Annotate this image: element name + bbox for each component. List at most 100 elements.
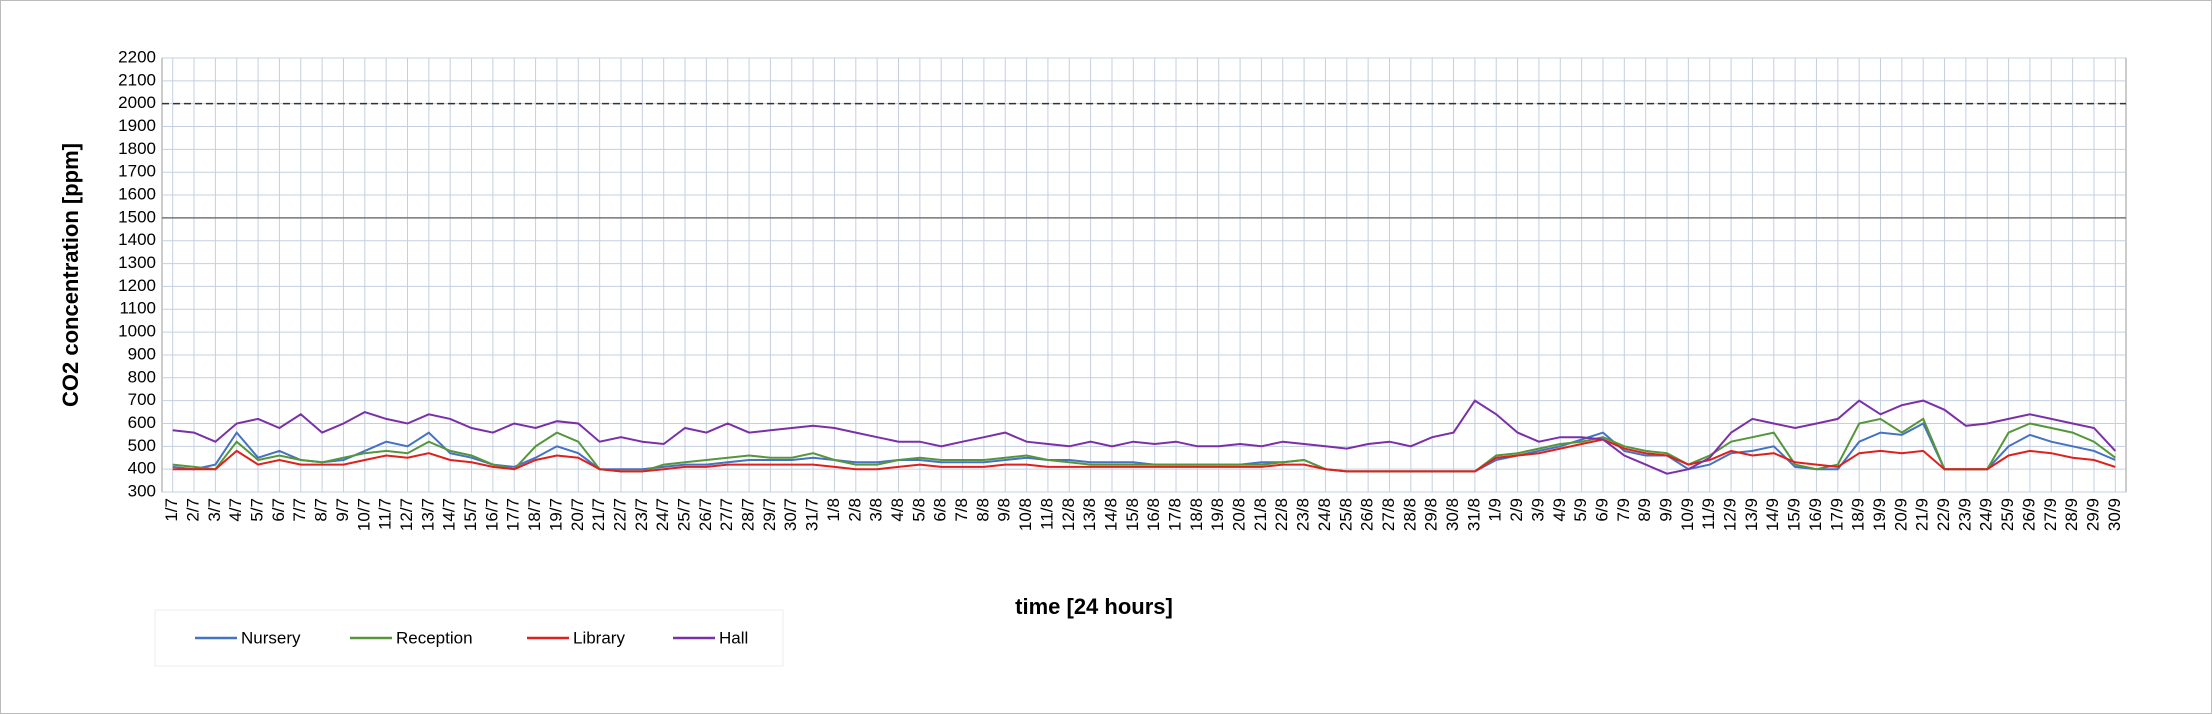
- x-tick-label: 7/9: [1614, 498, 1633, 522]
- y-tick-label: 1900: [118, 116, 156, 135]
- x-tick-label: 28/8: [1400, 498, 1419, 531]
- x-tick-label: 1/9: [1486, 498, 1505, 522]
- legend-label: Library: [573, 628, 625, 647]
- x-tick-label: 10/8: [1016, 498, 1035, 531]
- x-tick-label: 8/9: [1635, 498, 1654, 522]
- y-tick-label: 2000: [118, 93, 156, 112]
- x-tick-label: 13/7: [418, 498, 437, 531]
- x-tick-label: 24/8: [1315, 498, 1334, 531]
- x-tick-label: 10/9: [1678, 498, 1697, 531]
- x-tick-label: 23/7: [632, 498, 651, 531]
- plot-area: [161, 57, 2127, 493]
- x-tick-label: 15/7: [461, 498, 480, 531]
- y-tick-label: 1600: [118, 185, 156, 204]
- x-tick-label: 23/8: [1294, 498, 1313, 531]
- y-tick-label: 1400: [118, 230, 156, 249]
- x-tick-label: 5/8: [909, 498, 928, 522]
- x-tick-label: 30/8: [1443, 498, 1462, 531]
- x-tick-label: 26/9: [2019, 498, 2038, 531]
- x-tick-label: 28/7: [739, 498, 758, 531]
- x-tick-label: 29/7: [760, 498, 779, 531]
- series-line: [172, 399, 2117, 475]
- y-tick-label: 1300: [118, 253, 156, 272]
- x-tick-label: 22/9: [1934, 498, 1953, 531]
- x-tick-label: 13/8: [1080, 498, 1099, 531]
- x-tick-label: 6/8: [931, 498, 950, 522]
- x-tick-label: 1/7: [162, 498, 181, 522]
- x-tick-label: 25/8: [1336, 498, 1355, 531]
- x-tick-label: 17/7: [504, 498, 523, 531]
- x-axis-title: time [24 hours]: [1015, 594, 1173, 619]
- y-tick-label: 700: [128, 390, 156, 409]
- y-tick-label: 400: [128, 459, 156, 478]
- x-tick-label: 9/7: [333, 498, 352, 522]
- x-tick-label: 25/9: [1998, 498, 2017, 531]
- y-axis-title: CO2 concentration [ppm]: [58, 143, 83, 407]
- y-tick-label: 1100: [119, 299, 156, 318]
- y-tick-label: 900: [128, 344, 156, 363]
- x-tick-label: 7/7: [290, 498, 309, 522]
- x-tick-label: 19/8: [1208, 498, 1227, 531]
- x-tick-label: 30/7: [781, 498, 800, 531]
- x-tick-label: 7/8: [952, 498, 971, 522]
- x-tick-label: 29/8: [1422, 498, 1441, 531]
- x-tick-label: 12/7: [397, 498, 416, 531]
- x-tick-label: 13/9: [1742, 498, 1761, 531]
- series-line: [172, 417, 2116, 473]
- x-tick-label: 27/9: [2041, 498, 2060, 531]
- x-tick-label: 26/7: [696, 498, 715, 531]
- x-tick-label: 20/9: [1891, 498, 1910, 531]
- x-tick-label: 6/9: [1592, 498, 1611, 522]
- x-tick-label: 22/7: [610, 498, 629, 531]
- x-tick-label: 1/8: [824, 498, 843, 522]
- x-tick-label: 5/7: [248, 498, 267, 522]
- legend-label: Hall: [719, 628, 748, 647]
- x-tick-label: 3/7: [205, 498, 224, 522]
- y-tick-label: 2200: [118, 47, 156, 66]
- x-tick-label: 31/7: [803, 498, 822, 531]
- y-tick-label: 300: [128, 481, 156, 500]
- x-tick-label: 16/9: [1806, 498, 1825, 531]
- x-tick-label: 31/8: [1464, 498, 1483, 531]
- x-tick-label: 28/9: [2062, 498, 2081, 531]
- x-tick-label: 9/8: [995, 498, 1014, 522]
- x-tick-label: 27/8: [1379, 498, 1398, 531]
- x-tick-label: 4/7: [226, 498, 245, 522]
- x-tick-label: 9/9: [1657, 498, 1676, 522]
- x-tick-label: 3/8: [867, 498, 886, 522]
- x-tick-label: 26/8: [1358, 498, 1377, 531]
- y-tick-label: 1700: [118, 162, 156, 181]
- x-tick-label: 20/8: [1230, 498, 1249, 531]
- x-tick-label: 12/9: [1721, 498, 1740, 531]
- x-tick-label: 16/7: [482, 498, 501, 531]
- x-tick-label: 10/7: [354, 498, 373, 531]
- x-tick-label: 11/8: [1037, 498, 1056, 530]
- x-tick-label: 4/8: [888, 498, 907, 522]
- x-tick-label: 18/7: [525, 498, 544, 531]
- x-tick-label: 19/7: [546, 498, 565, 531]
- x-tick-label: 27/7: [717, 498, 736, 531]
- x-tick-label: 2/9: [1507, 498, 1526, 522]
- x-tick-label: 11/9: [1699, 498, 1718, 530]
- x-tick-label: 18/9: [1849, 498, 1868, 531]
- y-tick-label: 1800: [118, 139, 156, 158]
- x-tick-label: 24/9: [1977, 498, 1996, 531]
- x-tick-label: 2/7: [184, 498, 203, 522]
- x-tick-label: 22/8: [1272, 498, 1291, 531]
- x-tick-label: 8/8: [973, 498, 992, 522]
- x-tick-label: 21/8: [1251, 498, 1270, 531]
- x-tick-label: 21/9: [1913, 498, 1932, 531]
- y-tick-label: 500: [128, 436, 156, 455]
- series-line: [172, 438, 2116, 473]
- x-tick-label: 6/7: [269, 498, 288, 522]
- x-tick-label: 2/8: [845, 498, 864, 522]
- legend-label: Nursery: [241, 628, 301, 647]
- x-tick-label: 17/9: [1827, 498, 1846, 531]
- x-tick-label: 23/9: [1955, 498, 1974, 531]
- y-tick-label: 600: [128, 413, 156, 432]
- x-tick-label: 20/7: [568, 498, 587, 531]
- x-tick-label: 18/8: [1187, 498, 1206, 531]
- x-tick-label: 15/8: [1123, 498, 1142, 531]
- x-tick-label: 14/7: [440, 498, 459, 531]
